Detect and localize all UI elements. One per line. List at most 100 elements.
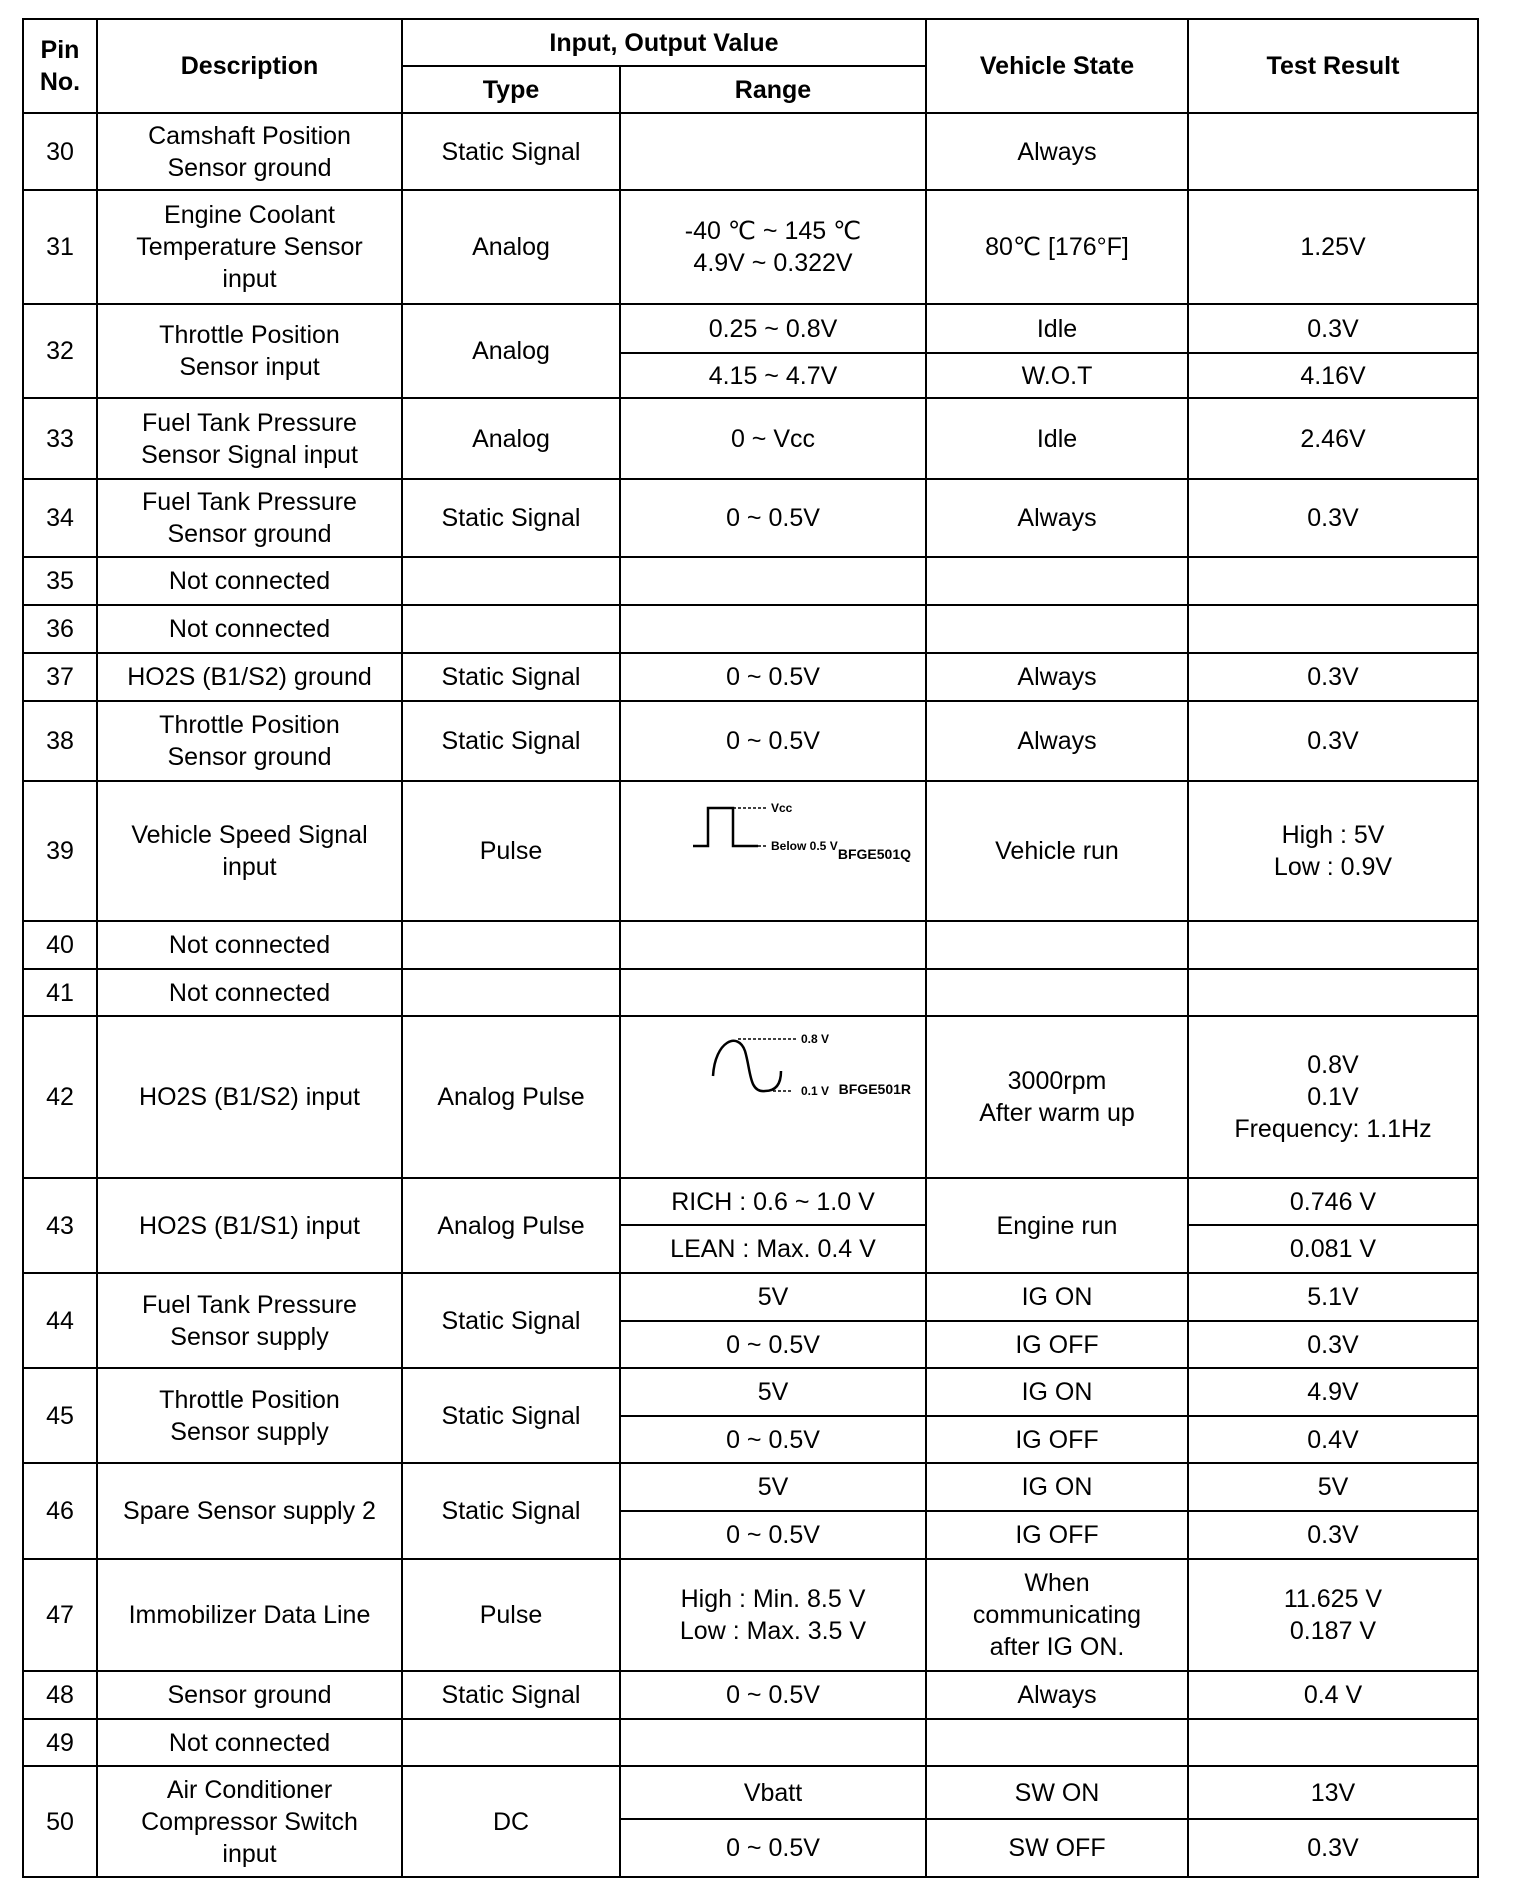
- table-row: 0 ~ 0.5V IG OFF 0.3V: [23, 1320, 1479, 1369]
- range: 0 ~ 0.5V: [619, 1320, 927, 1369]
- description: Not connected: [96, 968, 403, 1017]
- range: 5V: [619, 1462, 927, 1512]
- description: Fuel Tank Pressure Sensor ground: [96, 478, 403, 558]
- range: 5V: [619, 1272, 927, 1322]
- test-result: [1187, 920, 1479, 970]
- description: HO2S (B1/S2) ground: [96, 652, 403, 702]
- range: [619, 604, 927, 654]
- range: [619, 1718, 927, 1767]
- table-body: 30 Camshaft Position Sensor ground Static …: [22, 112, 1479, 1878]
- square-pulse-waveform: Vcc Below 0.5 V BFGE501Q: [625, 796, 921, 866]
- range: Vcc Below 0.5 V BFGE501Q: [619, 780, 927, 922]
- waveform-low-label: 0.1 V: [801, 1084, 829, 1098]
- description: Air Conditioner Compressor Switch input: [96, 1765, 403, 1878]
- table-row: 43 HO2S (B1/S1) input Analog Pulse RICH : 0…: [22, 1177, 1479, 1274]
- table-row: 0 ~ 0.5V IG OFF 0.4V: [23, 1415, 1479, 1464]
- description: Not connected: [96, 920, 403, 970]
- table-row: 42 HO2S (B1/S2) input Analog Pulse 0.8 V 0.1…: [22, 1015, 1479, 1179]
- test-result: 1.25V: [1187, 189, 1479, 305]
- waveform-low-label: Below 0.5 V: [771, 839, 838, 853]
- vehicle-state: Always: [925, 652, 1189, 702]
- table-row: 4.15 ~ 4.7V W.O.T 4.16V: [23, 352, 1479, 399]
- pin-number: 40: [22, 920, 98, 970]
- vehicle-state: IG ON: [925, 1367, 1189, 1417]
- vehicle-state: [925, 968, 1189, 1017]
- test-result: 4.16V: [1187, 352, 1479, 399]
- test-result: [1187, 604, 1479, 654]
- table-row: 37 HO2S (B1/S2) ground Static Signal 0 ~ 0.…: [22, 652, 1479, 702]
- header-io-value: Input, Output Value: [401, 18, 927, 67]
- header-type: Type: [401, 65, 621, 114]
- vehicle-state: IG OFF: [925, 1510, 1189, 1560]
- vehicle-state: W.O.T: [925, 352, 1189, 399]
- vehicle-state: [925, 920, 1189, 970]
- test-result: [1187, 556, 1479, 606]
- test-result: 0.3V: [1187, 1320, 1479, 1369]
- vehicle-state: Idle: [925, 303, 1189, 354]
- range: 0 ~ 0.5V: [619, 1818, 927, 1878]
- header-test-result: Test Result: [1187, 18, 1479, 114]
- range: 0 ~ 0.5V: [619, 478, 927, 558]
- square-pulse-icon: Vcc Below 0.5 V: [693, 801, 838, 853]
- waveform-level-guides: [738, 1038, 798, 1092]
- table-row: 47 Immobilizer Data Line Pulse High : Min. …: [22, 1558, 1479, 1672]
- signal-type: Static Signal: [401, 1670, 621, 1720]
- pin-number: 32: [22, 303, 98, 399]
- pin-number: 39: [22, 780, 98, 922]
- signal-type: Analog: [401, 303, 621, 399]
- signal-type: Analog Pulse: [401, 1015, 621, 1179]
- description: Fuel Tank Pressure Sensor Signal input: [96, 397, 403, 480]
- description: HO2S (B1/S1) input: [96, 1177, 403, 1274]
- test-result: 11.625 V 0.187 V: [1187, 1558, 1479, 1672]
- description: Immobilizer Data Line: [96, 1558, 403, 1672]
- description: Sensor ground: [96, 1670, 403, 1720]
- header-description: Description: [96, 18, 403, 114]
- test-result: High : 5V Low : 0.9V: [1187, 780, 1479, 922]
- header-pin-no: Pin No.: [22, 18, 98, 114]
- vehicle-state: Always: [925, 700, 1189, 782]
- vehicle-state: 80℃ [176°F]: [925, 189, 1189, 305]
- table-row: 36 Not connected: [22, 604, 1479, 654]
- signal-type: [401, 1718, 621, 1767]
- vehicle-state: Always: [925, 478, 1189, 558]
- signal-type: Analog: [401, 397, 621, 480]
- pin-number: 31: [22, 189, 98, 305]
- description: Throttle Position Sensor ground: [96, 700, 403, 782]
- table-row: 33 Fuel Tank Pressure Sensor Signal input…: [22, 397, 1479, 480]
- test-result: 0.081 V: [1187, 1224, 1479, 1274]
- test-result: 0.8V 0.1V Frequency: 1.1Hz: [1187, 1015, 1479, 1179]
- pin-number: 45: [22, 1367, 98, 1464]
- vehicle-state: SW ON: [925, 1765, 1189, 1820]
- test-result: 5V: [1187, 1462, 1479, 1512]
- waveform-high-label: 0.8 V: [801, 1032, 829, 1046]
- description: Spare Sensor supply 2: [96, 1462, 403, 1560]
- vehicle-state: IG ON: [925, 1272, 1189, 1322]
- pin-number: 46: [22, 1462, 98, 1560]
- range: Vbatt: [619, 1765, 927, 1820]
- description: Not connected: [96, 556, 403, 606]
- range: [619, 556, 927, 606]
- description: Camshaft Position Sensor ground: [96, 112, 403, 191]
- test-result: 5.1V: [1187, 1272, 1479, 1322]
- signal-type: Static Signal: [401, 112, 621, 191]
- test-result: 0.4V: [1187, 1415, 1479, 1464]
- test-result: 0.3V: [1187, 1510, 1479, 1560]
- vehicle-state: Engine run: [925, 1177, 1189, 1274]
- pin-number: 44: [22, 1272, 98, 1369]
- test-result: [1187, 968, 1479, 1017]
- signal-type: Pulse: [401, 780, 621, 922]
- header-vehicle-state: Vehicle State: [925, 18, 1189, 114]
- description: Not connected: [96, 604, 403, 654]
- range: 0.8 V 0.1 V BFGE501R: [619, 1015, 927, 1179]
- range: -40 ℃ ~ 145 ℃ 4.9V ~ 0.322V: [619, 189, 927, 305]
- signal-type: Static Signal: [401, 652, 621, 702]
- test-result: 0.3V: [1187, 700, 1479, 782]
- signal-type: Analog Pulse: [401, 1177, 621, 1274]
- signal-type: Static Signal: [401, 700, 621, 782]
- table-row: 50 Air Conditioner Compressor Switch inpu…: [22, 1765, 1479, 1878]
- signal-type: [401, 920, 621, 970]
- range: 0 ~ Vcc: [619, 397, 927, 480]
- range: [619, 112, 927, 191]
- vehicle-state: [925, 556, 1189, 606]
- header-range: Range: [619, 65, 927, 114]
